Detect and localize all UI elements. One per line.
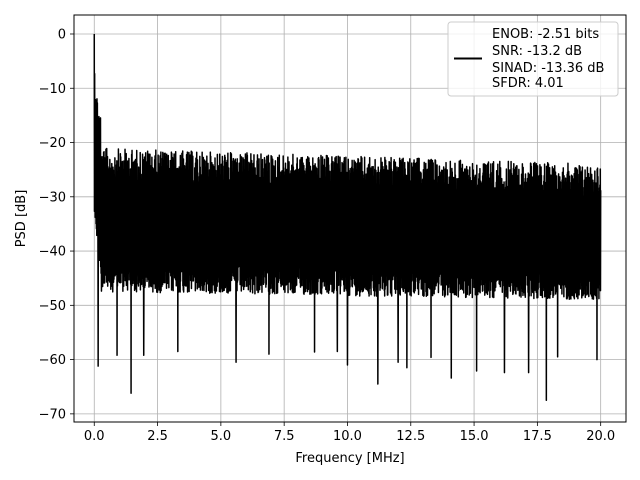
y-axis-label: PSD [dB]	[14, 190, 29, 248]
y-tick-label: −40	[39, 245, 66, 260]
x-tick-label: 12.5	[396, 429, 425, 444]
x-tick-label: 10.0	[333, 429, 362, 444]
axes-frame	[73, 14, 627, 423]
y-tick-label: 0	[58, 27, 66, 42]
x-tick-label: 7.5	[274, 429, 295, 444]
y-tick-label: −30	[39, 190, 66, 205]
y-tick-label: −10	[39, 82, 66, 97]
legend: ENOB: -2.51 bits SNR: -13.2 dB SINAD: -1…	[447, 21, 619, 97]
legend-snr: SNR: -13.2 dB	[492, 44, 582, 59]
plot-area	[93, 33, 602, 402]
y-tick-label: −70	[39, 407, 66, 422]
x-tick-label: 20.0	[586, 429, 615, 444]
legend-enob: ENOB: -2.51 bits	[492, 27, 599, 42]
x-tick-label: 0.0	[84, 429, 105, 444]
x-tick-label: 17.5	[523, 429, 552, 444]
x-axis-label: Frequency [MHz]	[295, 451, 404, 466]
y-tick-label: −50	[39, 299, 66, 314]
x-tick-label: 15.0	[460, 429, 489, 444]
y-tick-label: −60	[39, 353, 66, 368]
legend-sfdr: SFDR: 4.01	[492, 76, 564, 91]
y-tick-label: −20	[39, 136, 66, 151]
axis-ticks: 0.0 2.5 5.0 7.5 10.0 12.5 15.0 17.5 20.0 0 −10 −20 −…	[39, 27, 616, 444]
psd-series-line	[93, 33, 602, 402]
x-tick-label: 5.0	[211, 429, 232, 444]
legend-sinad: SINAD: -13.36 dB	[492, 61, 604, 76]
legend-box	[447, 21, 619, 97]
x-tick-label: 2.5	[147, 429, 168, 444]
